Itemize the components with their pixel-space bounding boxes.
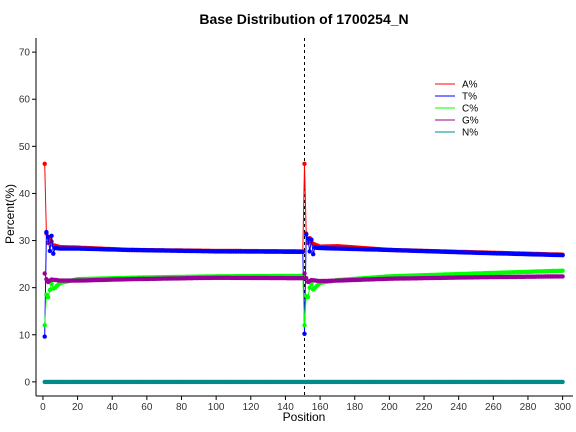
legend-label-c: C% <box>462 104 478 115</box>
data-point-t <box>308 249 312 253</box>
y-tick-label: 70 <box>19 48 31 59</box>
legend-label-n: N% <box>462 128 478 139</box>
y-tick-label: 20 <box>19 283 31 294</box>
y-tick-label: 0 <box>24 377 30 388</box>
data-point-t <box>560 253 564 257</box>
data-point-t <box>302 332 306 336</box>
data-point-c <box>43 323 47 327</box>
data-point-t <box>304 232 308 236</box>
plot-area <box>43 38 565 396</box>
x-tick-label: 180 <box>346 402 363 413</box>
x-tick-label: 140 <box>277 402 294 413</box>
x-tick-label: 60 <box>141 402 153 413</box>
axis-ticks: 0 20 40 60 80 100 120 140 160 180 200 220 240 260 280 3… <box>19 48 572 413</box>
data-point-t <box>51 252 55 256</box>
x-tick-label: 220 <box>416 402 433 413</box>
x-tick-label: 280 <box>520 402 537 413</box>
legend-label-a: A% <box>462 80 478 91</box>
x-tick-label: 160 <box>312 402 329 413</box>
x-tick-label: 240 <box>450 402 467 413</box>
x-tick-label: 120 <box>242 402 259 413</box>
data-point-t <box>43 334 47 338</box>
data-point-a <box>302 162 306 166</box>
x-tick-label: 80 <box>176 402 188 413</box>
x-tick-label: 260 <box>485 402 502 413</box>
x-tick-label: 100 <box>208 402 225 413</box>
series-a <box>43 162 565 257</box>
series-line-a <box>45 164 563 255</box>
data-point-c <box>46 295 50 299</box>
y-tick-label: 30 <box>19 236 31 247</box>
y-axis-title: Percent(%) <box>3 184 17 244</box>
data-point-c <box>302 323 306 327</box>
data-point-g <box>302 271 306 275</box>
legend-label-g: G% <box>462 116 479 127</box>
data-point-g <box>560 274 564 278</box>
data-point-t <box>309 237 313 241</box>
data-point-t <box>49 234 53 238</box>
legend-label-t: T% <box>462 92 477 103</box>
data-point-c <box>306 295 310 299</box>
data-point-t <box>301 250 305 254</box>
series-n <box>43 380 565 384</box>
data-point-g <box>43 271 47 275</box>
y-tick-label: 10 <box>19 330 31 341</box>
x-tick-label: 200 <box>381 402 398 413</box>
x-tick-label: 40 <box>107 402 119 413</box>
data-point-t <box>311 252 315 256</box>
data-point-t <box>48 249 52 253</box>
data-point-a <box>43 162 47 166</box>
x-tick-label: 20 <box>72 402 84 413</box>
y-tick-label: 40 <box>19 189 31 200</box>
data-point-c <box>560 269 564 273</box>
legend: A%T%C%G%N% <box>435 80 479 139</box>
data-point-g <box>304 276 308 280</box>
series-t <box>43 230 565 339</box>
y-tick-label: 60 <box>19 95 31 106</box>
x-tick-label: 0 <box>40 402 46 413</box>
x-tick-label: 300 <box>554 402 571 413</box>
y-tick-label: 50 <box>19 142 31 153</box>
data-point-t <box>44 230 48 234</box>
chart-title: Base Distribution of 1700254_N <box>199 11 408 27</box>
data-point-n <box>560 380 564 384</box>
